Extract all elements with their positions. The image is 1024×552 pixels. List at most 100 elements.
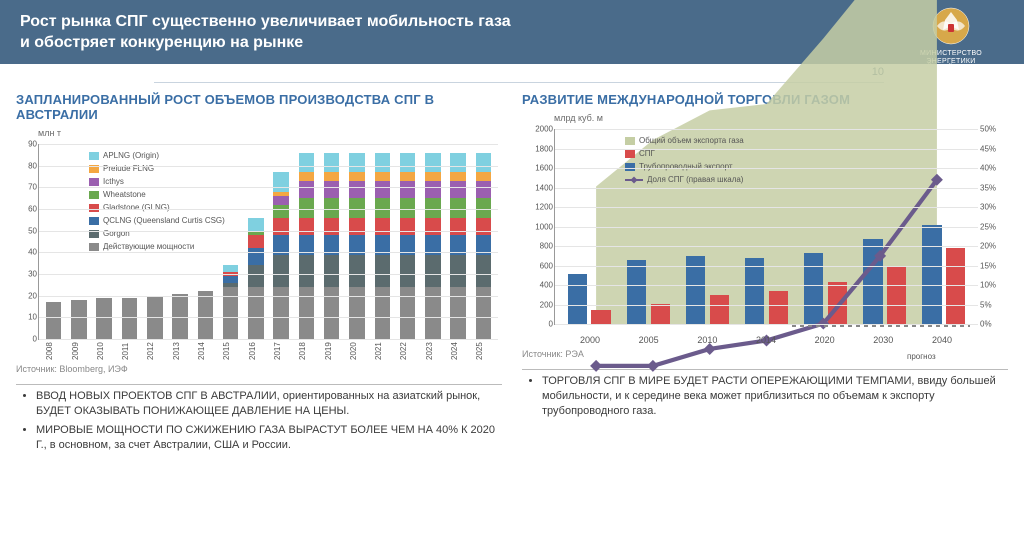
legend-row: Доля СПГ (правая шкала) bbox=[625, 174, 744, 186]
x-tick-label: 2020 bbox=[803, 335, 846, 345]
bar-column bbox=[223, 144, 239, 339]
bar-seg-aplng bbox=[425, 153, 441, 173]
x-tick-label: 2008 bbox=[45, 342, 61, 360]
pipe-bar bbox=[922, 225, 941, 324]
bar-seg-prelude bbox=[349, 172, 365, 181]
left-chart-xlabels: 2008200920102011201220132014201520162017… bbox=[38, 342, 498, 360]
bar-seg-gorgon bbox=[349, 255, 365, 287]
grid-line bbox=[39, 317, 498, 318]
legend-label: СПГ bbox=[639, 148, 655, 160]
pipe-bar bbox=[568, 274, 587, 324]
forecast-underline bbox=[792, 325, 970, 327]
pipe-bar bbox=[627, 260, 646, 324]
grid-line bbox=[39, 144, 498, 145]
bar-seg-glad bbox=[273, 218, 289, 235]
left-chart-title: ЗАПЛАНИРОВАННЫЙ РОСТ ОБЪЕМОВ ПРОИЗВОДСТВ… bbox=[16, 92, 502, 122]
bar-seg-prelude bbox=[476, 172, 492, 181]
bar-seg-glad bbox=[375, 218, 391, 235]
legend-swatch bbox=[625, 179, 643, 181]
x-tick-label: 2019 bbox=[324, 342, 340, 360]
bar-seg-prelude bbox=[324, 172, 340, 181]
y-tick-label: 200 bbox=[533, 300, 553, 309]
y-tick-label: 20 bbox=[17, 291, 37, 300]
bar-column bbox=[147, 144, 163, 339]
grid-line bbox=[555, 168, 978, 169]
bar-seg-qclng bbox=[248, 248, 264, 265]
legend-swatch bbox=[625, 137, 635, 145]
bar-seg-aplng bbox=[450, 153, 466, 173]
grid-line bbox=[555, 207, 978, 208]
y-tick-label: 10 bbox=[17, 313, 37, 322]
bar-seg-wheat bbox=[476, 198, 492, 218]
x-tick-label: 2030 bbox=[862, 335, 905, 345]
slide-header: Рост рынка СПГ существенно увеличивает м… bbox=[0, 0, 1024, 64]
y2-tick-label: 25% bbox=[980, 222, 1006, 231]
y-tick-label: 1400 bbox=[533, 183, 553, 192]
y2-tick-label: 35% bbox=[980, 183, 1006, 192]
y-tick-label: 1200 bbox=[533, 203, 553, 212]
y-tick-label: 50 bbox=[17, 226, 37, 235]
bar-seg-icthys bbox=[299, 181, 315, 198]
bar-seg-aplng bbox=[476, 153, 492, 173]
x-tick-label: 2016 bbox=[248, 342, 264, 360]
title-line1: Рост рынка СПГ существенно увеличивает м… bbox=[20, 13, 511, 30]
bar-seg-wheat bbox=[375, 198, 391, 218]
bar-seg-glad bbox=[324, 218, 340, 235]
bar-seg-aplng bbox=[273, 172, 289, 192]
bar-seg-glad bbox=[400, 218, 416, 235]
left-chart-source: Источник: Bloomberg, ИЭФ bbox=[16, 364, 502, 374]
content-row: ЗАПЛАНИРОВАННЫЙ РОСТ ОБЪЕМОВ ПРОИЗВОДСТВ… bbox=[0, 86, 1024, 456]
bar-seg-wheat bbox=[324, 198, 340, 218]
grid-line bbox=[39, 187, 498, 188]
right-chart-area: Общий объем экспорта газаСПГТрубопроводн… bbox=[554, 129, 978, 325]
bar-seg-icthys bbox=[476, 181, 492, 198]
x-tick-label: 2018 bbox=[298, 342, 314, 360]
grid-line bbox=[555, 305, 978, 306]
bar-seg-exist bbox=[172, 294, 188, 340]
ministry-emblem: МИНИСТЕРСТВО ЭНЕРГЕТИКИ РОССИЙСКОЙ ФЕДЕР… bbox=[896, 6, 1006, 73]
y2-tick-label: 40% bbox=[980, 164, 1006, 173]
bar-column bbox=[96, 144, 112, 339]
y-tick-label: 0 bbox=[533, 320, 553, 329]
bar-seg-gorgon bbox=[476, 255, 492, 287]
bar-seg-icthys bbox=[324, 181, 340, 198]
grid-line bbox=[39, 339, 498, 340]
legend-label: Доля СПГ (правая шкала) bbox=[647, 174, 743, 186]
bullet-item: МИРОВЫЕ МОЩНОСТИ ПО СЖИЖЕНИЮ ГАЗА ВЫРАСТ… bbox=[36, 423, 496, 453]
y-tick-label: 0 bbox=[17, 335, 37, 344]
grid-line bbox=[39, 252, 498, 253]
bar-seg-icthys bbox=[349, 181, 365, 198]
grid-line bbox=[555, 324, 978, 325]
bar-seg-aplng bbox=[299, 153, 315, 173]
bar-seg-aplng bbox=[375, 153, 391, 173]
legend-swatch bbox=[625, 163, 635, 171]
grid-line bbox=[555, 129, 978, 130]
bar-seg-aplng bbox=[324, 153, 340, 173]
bar-seg-gorgon bbox=[273, 255, 289, 287]
x-tick-label: 2014 bbox=[197, 342, 213, 360]
bar-seg-prelude bbox=[400, 172, 416, 181]
legend-swatch bbox=[625, 150, 635, 158]
x-tick-label: 2025 bbox=[475, 342, 491, 360]
y-tick-label: 600 bbox=[533, 261, 553, 270]
left-bullets: ВВОД НОВЫХ ПРОЕКТОВ СПГ В АВСТРАЛИИ, ори… bbox=[16, 384, 502, 452]
bar-seg-aplng bbox=[349, 153, 365, 173]
legend-row: СПГ bbox=[625, 148, 744, 160]
bar-seg-prelude bbox=[299, 172, 315, 181]
y-tick-label: 2000 bbox=[533, 125, 553, 134]
spg-bar bbox=[828, 282, 847, 324]
bar-seg-glad bbox=[248, 235, 264, 248]
x-tick-label: 2021 bbox=[374, 342, 390, 360]
y-tick-label: 800 bbox=[533, 242, 553, 251]
bar-seg-prelude bbox=[425, 172, 441, 181]
bar-seg-glad bbox=[450, 218, 466, 235]
x-tick-label: 2017 bbox=[273, 342, 289, 360]
y-tick-label: 40 bbox=[17, 248, 37, 257]
bar-column bbox=[324, 144, 340, 339]
spg-bar bbox=[591, 310, 610, 324]
right-bullets: ТОРГОВЛЯ СПГ В МИРЕ БУДЕТ РАСТИ ОПЕРЕЖАЮ… bbox=[522, 369, 1008, 419]
bar-column bbox=[450, 144, 466, 339]
bar-column bbox=[46, 144, 62, 339]
right-chart-units: млрд куб. м bbox=[522, 113, 1008, 123]
spg-bar bbox=[710, 295, 729, 324]
